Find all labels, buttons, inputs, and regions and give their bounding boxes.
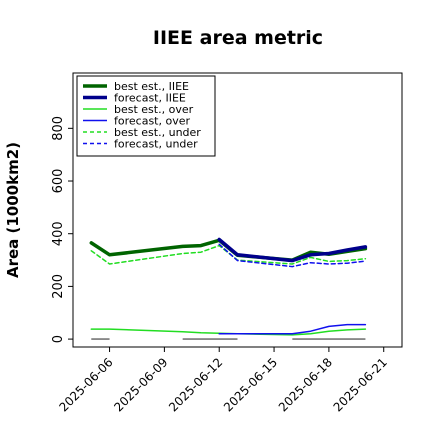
y-tick-label: 800: [51, 116, 66, 141]
y-axis: 0 200 400 600 800: [51, 116, 73, 343]
series-line-forecast-iiee: [217, 237, 368, 263]
series-line-forecast-over: [218, 323, 367, 335]
plot-frame: [72, 72, 403, 348]
y-tick-label: 200: [51, 274, 66, 299]
x-axis: 2025-06-062025-06-092025-06-122025-06-15…: [56, 347, 390, 414]
series-line-best-est-iiee: [89, 238, 368, 262]
plot-area: [72, 72, 403, 348]
legend-box: [76, 75, 216, 157]
x-tick-label: 2025-06-12: [166, 355, 225, 414]
y-axis-label: Area (1000km2): [4, 142, 22, 278]
legend-label: best est., over: [114, 103, 194, 116]
y-tick-label: 400: [51, 221, 66, 246]
x-tick-label: 2025-06-15: [221, 355, 280, 414]
legend-label: forecast, over: [114, 115, 190, 128]
series-layer: [89, 237, 368, 336]
x-tick-label: 2025-06-09: [111, 355, 170, 414]
legend-label: best est., under: [114, 126, 201, 139]
legend-label: best est., IIEE: [114, 80, 189, 93]
x-tick-label: 2025-06-18: [276, 355, 335, 414]
y-tick-label: 600: [51, 169, 66, 194]
x-tick-label: 2025-06-06: [56, 355, 115, 414]
series-line-forecast-under: [218, 243, 367, 268]
legend-label: forecast, under: [114, 138, 198, 151]
y-tick-label: 0: [51, 335, 66, 343]
x-tick-label: 2025-06-21: [331, 355, 390, 414]
legend-label: forecast, IIEE: [114, 92, 186, 105]
chart-title: IIEE area metric: [153, 27, 323, 49]
